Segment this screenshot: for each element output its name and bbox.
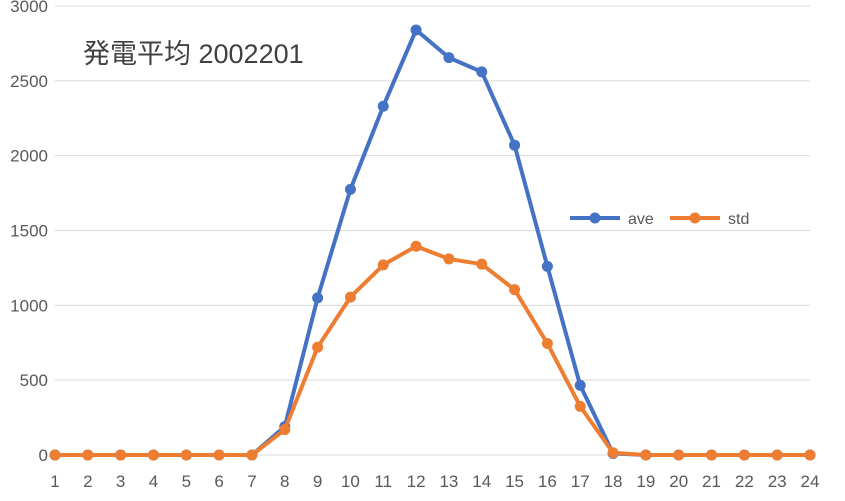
x-tick-label: 15 — [505, 472, 524, 491]
x-tick-label: 22 — [735, 472, 754, 491]
data-point — [673, 449, 685, 461]
series-ave — [49, 24, 816, 461]
data-point — [541, 260, 553, 272]
data-point — [279, 424, 291, 436]
x-tick-label: 9 — [313, 472, 322, 491]
x-tick-label: 12 — [407, 472, 426, 491]
x-tick-label: 4 — [149, 472, 158, 491]
data-point — [312, 341, 324, 353]
x-tick-label: 19 — [636, 472, 655, 491]
legend-marker — [689, 212, 701, 224]
data-point — [443, 52, 455, 64]
data-point — [82, 449, 94, 461]
legend-item-std: std — [670, 211, 749, 228]
data-point — [476, 258, 488, 270]
x-tick-label: 6 — [214, 472, 223, 491]
x-tick-label: 13 — [439, 472, 458, 491]
data-point — [344, 183, 356, 195]
data-point — [49, 449, 61, 461]
y-tick-label: 3000 — [10, 0, 48, 16]
data-point — [541, 337, 553, 349]
gridlines — [55, 5, 810, 456]
x-tick-label: 1 — [50, 472, 59, 491]
legend-item-ave: ave — [570, 211, 654, 228]
x-tick-label: 10 — [341, 472, 360, 491]
y-tick-label: 2500 — [10, 72, 48, 91]
x-tick-label: 8 — [280, 472, 289, 491]
x-tick-label: 14 — [472, 472, 491, 491]
x-tick-label: 20 — [669, 472, 688, 491]
y-tick-label: 1000 — [10, 296, 48, 315]
y-tick-label: 0 — [39, 446, 48, 465]
data-point — [180, 449, 192, 461]
data-point — [312, 292, 324, 304]
chart-title: 発電平均 2002201 — [83, 39, 304, 69]
legend: ave std — [570, 211, 749, 228]
y-tick-label: 1500 — [10, 222, 48, 241]
data-point — [147, 449, 159, 461]
x-tick-label: 18 — [604, 472, 623, 491]
y-tick-label: 500 — [20, 371, 48, 390]
data-point — [410, 240, 422, 252]
data-point — [476, 66, 488, 78]
x-tick-label: 5 — [182, 472, 191, 491]
series-std — [49, 240, 816, 461]
x-tick-label: 17 — [571, 472, 590, 491]
data-point — [377, 259, 389, 271]
data-point — [640, 449, 652, 461]
data-point — [574, 379, 586, 391]
legend-label: ave — [628, 211, 654, 228]
x-tick-label: 2 — [83, 472, 92, 491]
data-point — [410, 24, 422, 36]
data-point — [246, 449, 258, 461]
data-point — [443, 253, 455, 265]
x-tick-label: 7 — [247, 472, 256, 491]
x-axis: 1 2 3 4 5 6 7 8 9 10 11 12 13 14 15 16 17 18 19 20 21 22 23 24 — [50, 472, 819, 491]
data-point — [509, 284, 521, 296]
data-point — [738, 449, 750, 461]
data-point — [115, 449, 127, 461]
x-tick-label: 23 — [768, 472, 787, 491]
y-axis: 0 500 1000 1500 2000 2500 3000 — [10, 0, 48, 465]
x-tick-label: 3 — [116, 472, 125, 491]
legend-marker — [589, 212, 601, 224]
data-point — [804, 449, 816, 461]
data-point — [377, 100, 389, 112]
legend-label: std — [728, 211, 749, 228]
data-point — [509, 139, 521, 151]
data-point — [771, 449, 783, 461]
data-point — [706, 449, 718, 461]
series-line-ave — [55, 27, 810, 457]
series-area — [49, 24, 816, 461]
x-tick-label: 11 — [374, 472, 392, 491]
data-point — [574, 400, 586, 412]
data-point — [213, 449, 225, 461]
x-tick-label: 24 — [801, 472, 820, 491]
x-tick-label: 16 — [538, 472, 557, 491]
x-tick-label: 21 — [702, 472, 721, 491]
y-tick-label: 2000 — [10, 147, 48, 166]
series-line-std — [55, 244, 810, 457]
data-point — [344, 291, 356, 303]
data-point — [607, 447, 619, 459]
